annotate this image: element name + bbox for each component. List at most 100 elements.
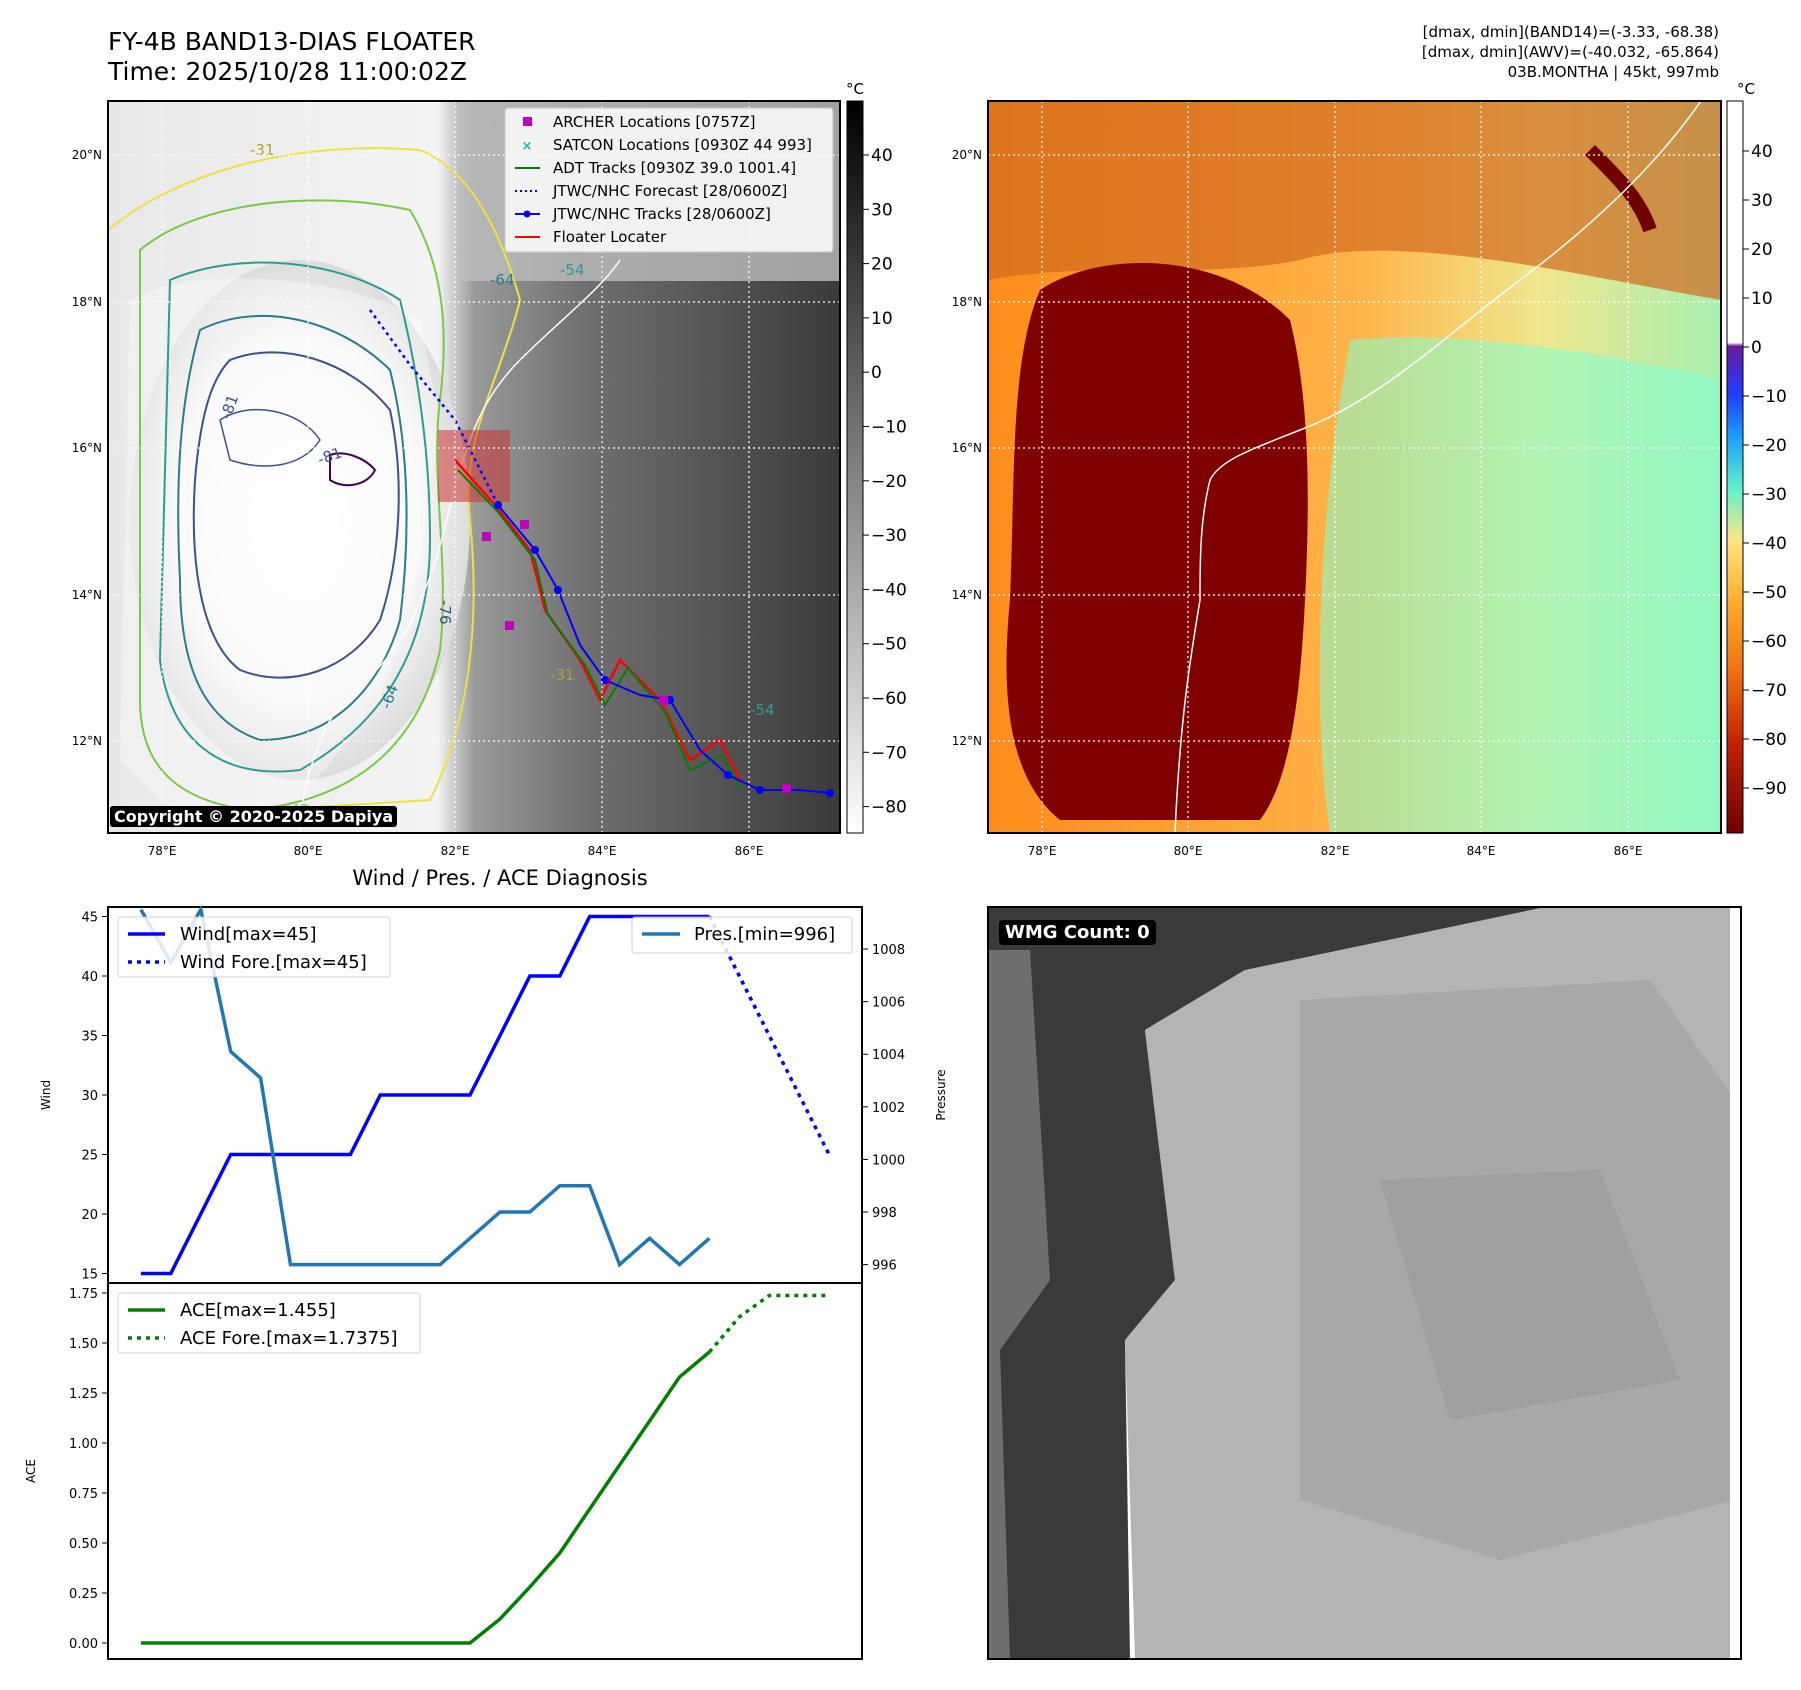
colorbar-tick-label: −60 — [871, 689, 907, 709]
adt-track — [457, 469, 743, 791]
right-map-grid — [988, 101, 1721, 833]
lon-label-right: 86°E — [1614, 844, 1643, 858]
pressure-ylabel: Pressure — [934, 1069, 948, 1120]
contour-label: -54 — [560, 261, 585, 279]
lat-label-right: 20°N — [952, 148, 982, 162]
archer-point — [782, 784, 791, 793]
coastline-right — [1174, 101, 1702, 833]
track-point — [554, 586, 562, 594]
lon-label-left: 78°E — [148, 844, 177, 858]
colorbar-tick-label: 10 — [871, 309, 893, 329]
left-map-frame — [107, 100, 841, 834]
colorbar-tick-label: −30 — [871, 526, 907, 546]
contour-label: -31 — [250, 141, 275, 159]
colorbar-tick-label: −40 — [871, 580, 907, 600]
lat-label-left: 18°N — [72, 295, 102, 309]
wind-ylabel: Wind — [39, 1080, 53, 1110]
lon-label-right: 84°E — [1467, 844, 1496, 858]
info-awv: [dmax, dmin](AWV)=(-40.032, -65.864) — [1421, 43, 1719, 61]
lat-label-right: 16°N — [952, 441, 982, 455]
legend-box — [117, 916, 391, 978]
y-right-tick-label: 1008 — [872, 943, 905, 958]
left-colorbar-unit: °C — [846, 80, 864, 98]
right-colorbar[interactable] — [1726, 100, 1744, 834]
colorbar-tick-label: −50 — [871, 635, 907, 655]
awv-dark-streak — [1585, 145, 1657, 233]
y-tick-label: 1.25 — [69, 1387, 98, 1402]
contour-label: -64 — [490, 271, 515, 289]
colorbar-tick-label: 0 — [1751, 338, 1762, 358]
figure-title-line1: FY-4B BAND13-DIAS FLOATER — [108, 27, 476, 56]
y-right-tick-label: 1006 — [872, 996, 905, 1011]
wmg-mid-region — [988, 950, 1050, 1659]
lat-label-left: 14°N — [72, 588, 102, 602]
colorbar-tick-label: −60 — [1751, 632, 1787, 652]
wind-pressure-chart: 15 20 25 30 35 40 45 996 998 1000 1002 1004 1006 1008… — [81, 904, 905, 1282]
contour-76 — [192, 351, 400, 679]
colorbar-tick-label: 20 — [1751, 240, 1773, 260]
lon-label-left: 80°E — [294, 844, 323, 858]
y-tick-label: 15 — [81, 1267, 98, 1282]
lon-label-right: 78°E — [1028, 844, 1057, 858]
series-line-wind — [140, 914, 710, 1276]
lon-label-left: 86°E — [735, 844, 764, 858]
colorbar-tick-label: −40 — [1751, 534, 1787, 554]
ir-convective-core — [130, 260, 470, 780]
info-band14: [dmax, dmin](BAND14)=(-3.33, -68.38) — [1422, 23, 1719, 41]
y-tick-label: 0.75 — [69, 1487, 98, 1502]
archer-point — [520, 520, 529, 529]
lat-label-right: 12°N — [952, 734, 982, 748]
y-tick-label: 40 — [81, 970, 98, 985]
y-tick-label: 0.00 — [69, 1637, 98, 1652]
colorbar-tick-label: 30 — [1751, 191, 1773, 211]
lon-label-right: 82°E — [1321, 844, 1350, 858]
track-point — [724, 771, 732, 779]
coastline — [299, 259, 621, 833]
contour-label: -76 — [436, 600, 454, 625]
colorbar-tick-label: −80 — [871, 798, 907, 818]
awv-moist-region — [1319, 337, 1721, 833]
right-colorbar-unit: °C — [1737, 80, 1755, 98]
legend-label: SATCON Locations [0930Z 44 993] — [553, 136, 812, 154]
colorbar-tick-label: 0 — [871, 363, 882, 383]
y-right-tick-label: 998 — [872, 1206, 897, 1221]
left-colorbar[interactable] — [846, 100, 864, 834]
colorbar-tick-label: −20 — [871, 472, 907, 492]
contour-81b — [219, 408, 321, 467]
y-tick-label: 25 — [81, 1148, 98, 1163]
figure-title-line2: Time: 2025/10/28 11:00:02Z — [108, 57, 467, 86]
y-tick-label: 30 — [81, 1089, 98, 1104]
legend-label: JTWC/NHC Tracks [28/0600Z] — [552, 205, 771, 223]
track-point — [826, 789, 834, 797]
legend-label: ACE Fore.[max=1.7375] — [180, 1328, 398, 1349]
wmg-dark-region — [988, 907, 1545, 1659]
archer-point — [482, 532, 491, 541]
awv-dry-core — [1006, 262, 1308, 821]
ace-chart: 0.00 0.25 0.50 0.75 1.00 1.25 1.50 1.75 ACE[max=… — [69, 1287, 830, 1652]
colorbar-tick-label: −20 — [1751, 436, 1787, 456]
lat-label-right: 18°N — [952, 295, 982, 309]
jtwc-track-points — [494, 501, 834, 797]
archer-point — [659, 696, 668, 705]
lat-label-right: 14°N — [952, 588, 982, 602]
y-tick-label: 0.25 — [69, 1587, 98, 1602]
right-colorbar-ticks: 40 30 20 10 0 −10 −20 −30 −40 −50 −60 −70 −80 −90 — [1743, 142, 1787, 799]
colorbar-tick-label: −30 — [1751, 485, 1787, 505]
lat-label-left: 12°N — [72, 734, 102, 748]
colorbar-tick-label: −70 — [871, 743, 907, 763]
series-line-ace-fore- — [708, 1293, 830, 1354]
awv-north-band — [988, 101, 1721, 300]
colorbar-tick-label: −10 — [1751, 387, 1787, 407]
y-right-tick-label: 1002 — [872, 1101, 905, 1116]
y-tick-label: 1.75 — [69, 1287, 98, 1302]
track-point — [531, 546, 539, 554]
colorbar-tick-label: 40 — [1751, 142, 1773, 162]
lat-label-left: 20°N — [72, 148, 102, 162]
lon-label-left: 82°E — [441, 844, 470, 858]
wmg-shade — [1380, 1170, 1680, 1420]
track-point — [601, 676, 609, 684]
map-tick-labels: 20°N 20°N 18°N 18°N 16°N 16°N 14°N 14°N 12°N 12°N… — [72, 148, 1643, 858]
copyright-badge: Copyright © 2020-2025 Dapiya — [110, 806, 398, 827]
wmg-panel — [988, 907, 1741, 1659]
